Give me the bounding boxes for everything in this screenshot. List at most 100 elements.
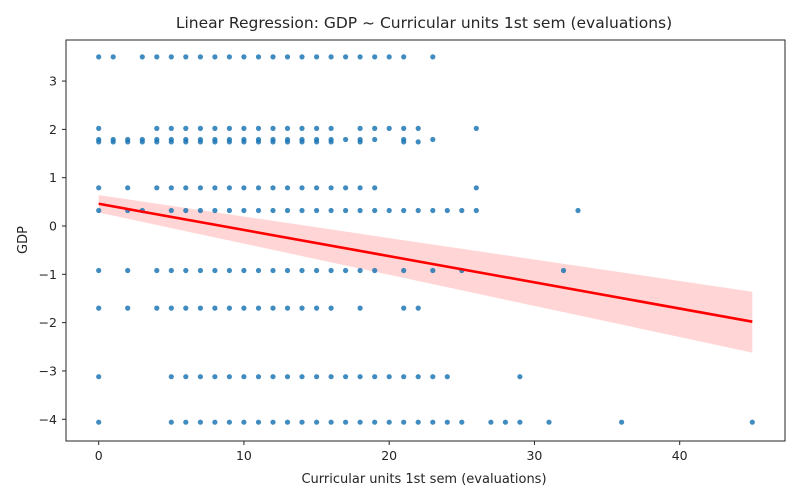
- scatter-point: [444, 419, 450, 425]
- scatter-point: [154, 139, 160, 145]
- scatter-point: [255, 125, 262, 131]
- scatter-point: [299, 267, 305, 274]
- scatter-point: [125, 185, 131, 191]
- scatter-point: [357, 374, 363, 380]
- scatter-point: [343, 207, 349, 214]
- scatter-point: [372, 267, 378, 274]
- scatter-point: [241, 267, 247, 274]
- scatter-point: [212, 267, 218, 274]
- scatter-point: [270, 374, 276, 380]
- scatter-point: [314, 185, 320, 191]
- scatter-point: [328, 207, 334, 214]
- x-tick-label: 30: [526, 448, 542, 463]
- scatter-point: [255, 185, 262, 191]
- scatter-point: [154, 305, 160, 311]
- scatter-point: [401, 54, 407, 60]
- y-tick-label: 1: [49, 170, 57, 185]
- scatter-point: [284, 207, 291, 214]
- scatter-point: [270, 419, 276, 425]
- scatter-point: [343, 374, 349, 380]
- scatter-point: [415, 419, 421, 425]
- scatter-point: [299, 419, 305, 425]
- scatter-point: [372, 125, 378, 131]
- scatter-point: [197, 185, 203, 191]
- scatter-point: [284, 125, 291, 131]
- scatter-point: [430, 374, 436, 380]
- scatter-point: [183, 207, 189, 214]
- scatter-point: [314, 374, 320, 380]
- scatter-point: [372, 207, 378, 214]
- scatter-point: [386, 54, 392, 60]
- scatter-point: [241, 305, 247, 311]
- x-axis-ticks: 0 10 20 30 40: [95, 441, 688, 463]
- scatter-point: [314, 305, 320, 311]
- scatter-point: [168, 139, 174, 145]
- scatter-point: [430, 267, 436, 274]
- scatter-point: [314, 54, 320, 60]
- scatter-point: [459, 207, 465, 214]
- regression-line: [98, 202, 753, 323]
- scatter-point: [444, 207, 450, 214]
- scatter-point: [314, 267, 320, 274]
- scatter-point: [401, 207, 407, 214]
- scatter-point: [154, 54, 160, 60]
- scatter-point: [255, 139, 262, 145]
- scatter-point: [328, 305, 334, 311]
- scatter-point: [212, 54, 218, 60]
- scatter-point: [96, 305, 102, 311]
- scatter-point: [343, 267, 349, 274]
- y-tick-label: −3: [39, 363, 57, 378]
- scatter-point: [96, 207, 102, 214]
- scatter-point: [212, 419, 218, 425]
- scatter-point: [314, 419, 320, 425]
- scatter-point: [110, 54, 116, 60]
- scatter-point: [183, 419, 189, 425]
- scatter-point: [415, 139, 421, 145]
- scatter-point: [415, 305, 421, 311]
- scatter-point: [328, 374, 334, 380]
- scatter-point: [125, 267, 131, 274]
- scatter-point: [168, 374, 174, 380]
- scatter-point: [299, 207, 305, 214]
- scatter-point: [415, 125, 421, 131]
- scatter-point: [226, 419, 232, 425]
- scatter-point: [401, 139, 407, 145]
- scatter-point: [168, 125, 174, 131]
- scatter-point: [96, 139, 102, 145]
- scatter-point: [241, 139, 247, 145]
- scatter-point: [386, 125, 392, 131]
- scatter-point: [299, 305, 305, 311]
- scatter-point: [314, 139, 320, 145]
- scatter-point: [270, 139, 276, 145]
- scatter-point: [255, 374, 262, 380]
- scatter-point: [197, 305, 203, 311]
- scatter-point: [343, 136, 349, 143]
- scatter-point: [328, 185, 334, 191]
- scatter-point: [517, 419, 523, 425]
- scatter-point: [96, 267, 102, 274]
- scatter-point: [517, 374, 523, 380]
- scatter-point: [284, 139, 291, 145]
- scatter-point: [197, 207, 203, 214]
- scatter-point: [197, 419, 203, 425]
- scatter-point: [168, 54, 174, 60]
- scatter-point: [183, 54, 189, 60]
- scatter-point: [212, 207, 218, 214]
- scatter-point: [270, 207, 276, 214]
- chart-title: Linear Regression: GDP ~ Curricular unit…: [176, 14, 672, 32]
- scatter-point: [357, 267, 363, 274]
- scatter-point: [168, 267, 174, 274]
- y-tick-label: −4: [39, 412, 57, 427]
- scatter-point: [430, 54, 436, 60]
- scatter-point: [270, 305, 276, 311]
- scatter-point: [125, 305, 131, 311]
- x-tick-label: 20: [381, 448, 397, 463]
- scatter-point: [183, 125, 189, 131]
- scatter-point: [183, 267, 189, 274]
- scatter-point: [154, 125, 160, 131]
- scatter-point: [299, 125, 305, 131]
- scatter-point: [343, 54, 349, 60]
- scatter-point: [96, 185, 102, 191]
- scatter-point: [328, 419, 334, 425]
